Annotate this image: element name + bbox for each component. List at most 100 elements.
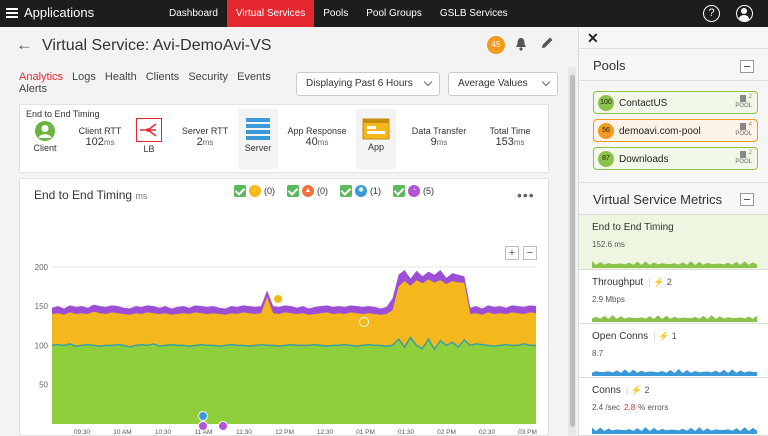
client-user-icon bbox=[35, 121, 55, 141]
more-options-icon[interactable]: ••• bbox=[517, 187, 535, 203]
nav-pools[interactable]: Pools bbox=[323, 8, 349, 19]
pool-name[interactable]: Downloads bbox=[619, 154, 669, 165]
x-tick-label: 01:30 bbox=[398, 429, 415, 436]
y-tick-label: 150 bbox=[35, 302, 49, 311]
checkbox-checked-icon[interactable] bbox=[340, 185, 352, 197]
x-tick-label: 02 PM bbox=[437, 429, 456, 436]
lightning-event-icon bbox=[273, 294, 283, 304]
time-range-select[interactable]: Displaying Past 6 Hours bbox=[296, 72, 440, 96]
value-mode-select[interactable]: Average Values bbox=[448, 72, 558, 96]
metric-item[interactable]: Open Conns | ⚡ 1 8.7 bbox=[579, 324, 768, 378]
metrics-collapse-button[interactable] bbox=[740, 193, 754, 206]
pool-item[interactable]: 100 ContactUS 2 POOL bbox=[593, 91, 758, 114]
health-score-badge[interactable]: 45 bbox=[487, 36, 505, 54]
legend-entry-system-events[interactable]: ⚡ (0) bbox=[234, 185, 275, 197]
server-node[interactable]: Server bbox=[238, 109, 278, 169]
y-tick-label: 200 bbox=[35, 263, 49, 272]
divider bbox=[579, 80, 768, 81]
data-transfer-label: Data Transfer bbox=[411, 126, 467, 136]
edit-pencil-icon[interactable] bbox=[540, 36, 554, 50]
app-node[interactable]: App bbox=[356, 109, 396, 169]
pool-server-count: 2 bbox=[748, 150, 752, 156]
metric-sparkline bbox=[592, 315, 757, 322]
nav-dashboard[interactable]: Dashboard bbox=[169, 8, 218, 19]
tab-events[interactable]: Events bbox=[237, 71, 271, 83]
tab-clients[interactable]: Clients bbox=[145, 71, 180, 83]
main-panel: ← Virtual Service: Avi-DemoAvi-VS 45 Ana… bbox=[0, 27, 578, 436]
metric-value: 2.9 Mbps bbox=[592, 295, 625, 304]
pool-name[interactable]: demoavi.com-pool bbox=[619, 126, 701, 137]
data-transfer-value: 9 bbox=[430, 136, 437, 148]
main-scrollbar-thumb[interactable] bbox=[570, 75, 575, 427]
hamburger-menu-icon[interactable] bbox=[6, 7, 18, 18]
pool-item[interactable]: 56 demoavi.com-pool 4 POOL bbox=[593, 119, 758, 142]
checkbox-checked-icon[interactable] bbox=[234, 185, 246, 197]
chevron-down-icon bbox=[541, 77, 551, 87]
pool-name[interactable]: ContactUS bbox=[619, 98, 668, 109]
pool-tag: POOL bbox=[735, 103, 752, 109]
x-tick-label: 10:30 bbox=[155, 429, 172, 436]
metric-item[interactable]: Conns | ⚡ 2 2.4 /sec 2.8% errors bbox=[579, 378, 768, 436]
chevron-down-icon bbox=[423, 77, 433, 87]
lb-node[interactable]: LB bbox=[134, 118, 164, 154]
timing-area-chart[interactable]: 50 100 150 200 09:30 10 AM 10:30 11 AM 11:30 12 P… bbox=[20, 259, 548, 436]
app-response-unit: ms bbox=[317, 138, 329, 147]
server-rtt-label: Server RTT bbox=[181, 126, 229, 136]
tab-analytics[interactable]: Analytics bbox=[19, 71, 64, 83]
nav-pool-groups[interactable]: Pool Groups bbox=[366, 8, 422, 19]
pool-item[interactable]: 87 Downloads 2 POOL bbox=[593, 147, 758, 170]
metrics-title: Virtual Service Metrics bbox=[593, 192, 723, 207]
y-tick-label: 50 bbox=[39, 381, 48, 390]
nav-virtual-services[interactable]: Virtual Services bbox=[226, 0, 315, 27]
timing-summary-card: End to End Timing Client Client RTT 102m… bbox=[19, 104, 549, 173]
metric-sparkline bbox=[592, 427, 757, 434]
pool-health-score: 100 bbox=[598, 95, 614, 111]
legend-entry-anomalies[interactable]: ◔ (5) bbox=[393, 185, 434, 197]
chart-title-text: End to End Timing bbox=[34, 188, 133, 202]
timing-chart-card: End to End Timing ms ⚡ (0) ▲ (0) ✱ (1) ◔ bbox=[19, 178, 549, 436]
checkbox-checked-icon[interactable] bbox=[287, 185, 299, 197]
tab-security[interactable]: Security bbox=[188, 71, 229, 83]
tab-health[interactable]: Health bbox=[104, 71, 137, 83]
close-icon[interactable]: ✕ bbox=[587, 30, 599, 46]
x-tick-label: 03 PM bbox=[518, 429, 537, 436]
zoom-in-button[interactable]: + bbox=[505, 246, 519, 260]
pools-collapse-button[interactable] bbox=[740, 60, 754, 73]
metric-value: 152.6 ms bbox=[592, 240, 625, 249]
help-icon[interactable]: ? bbox=[703, 5, 720, 22]
tab-alerts[interactable]: Alerts bbox=[19, 83, 48, 95]
anomaly-icon: ◔ bbox=[408, 185, 420, 197]
back-arrow-icon[interactable]: ← bbox=[16, 35, 33, 54]
load-balancer-icon bbox=[136, 118, 162, 142]
metric-value: 8.7 bbox=[592, 349, 604, 358]
divider bbox=[579, 182, 768, 183]
zoom-out-button[interactable]: − bbox=[523, 246, 537, 260]
nav-gslb-services[interactable]: GSLB Services bbox=[439, 8, 508, 19]
metric-item[interactable]: Throughput | ⚡ 2 2.9 Mbps bbox=[579, 270, 768, 324]
legend-count: (1) bbox=[370, 186, 381, 196]
metric-alert-count: | ⚡ 2 bbox=[648, 277, 672, 287]
x-tick-label: 11:30 bbox=[236, 429, 252, 436]
x-tick-label: 10 AM bbox=[113, 429, 131, 436]
app-title: Applications bbox=[24, 5, 95, 20]
x-tick-label: 02:30 bbox=[479, 429, 496, 436]
legend-entry-alerts[interactable]: ▲ (0) bbox=[287, 185, 328, 197]
server-icon bbox=[740, 123, 746, 130]
gear-icon: ✱ bbox=[355, 185, 367, 197]
app-menu[interactable]: Applications bbox=[6, 5, 94, 20]
series-line bbox=[51, 336, 536, 351]
app-response-label: App Response bbox=[287, 126, 347, 136]
server-icon bbox=[740, 95, 746, 102]
bell-icon[interactable] bbox=[515, 37, 527, 51]
checkbox-checked-icon[interactable] bbox=[393, 185, 405, 197]
total-time-value: 153 bbox=[495, 136, 514, 148]
client-node[interactable]: Client bbox=[28, 121, 62, 153]
pools-title: Pools bbox=[593, 58, 626, 73]
metric-title: End to End Timing bbox=[592, 222, 674, 233]
tab-logs[interactable]: Logs bbox=[72, 71, 96, 83]
x-tick-label: 11 AM bbox=[195, 429, 213, 436]
pool-tag: POOL bbox=[735, 131, 752, 137]
metric-item[interactable]: End to End Timing 152.6 ms bbox=[579, 215, 768, 270]
legend-entry-config-events[interactable]: ✱ (1) bbox=[340, 185, 381, 197]
user-avatar-icon[interactable] bbox=[736, 5, 753, 22]
